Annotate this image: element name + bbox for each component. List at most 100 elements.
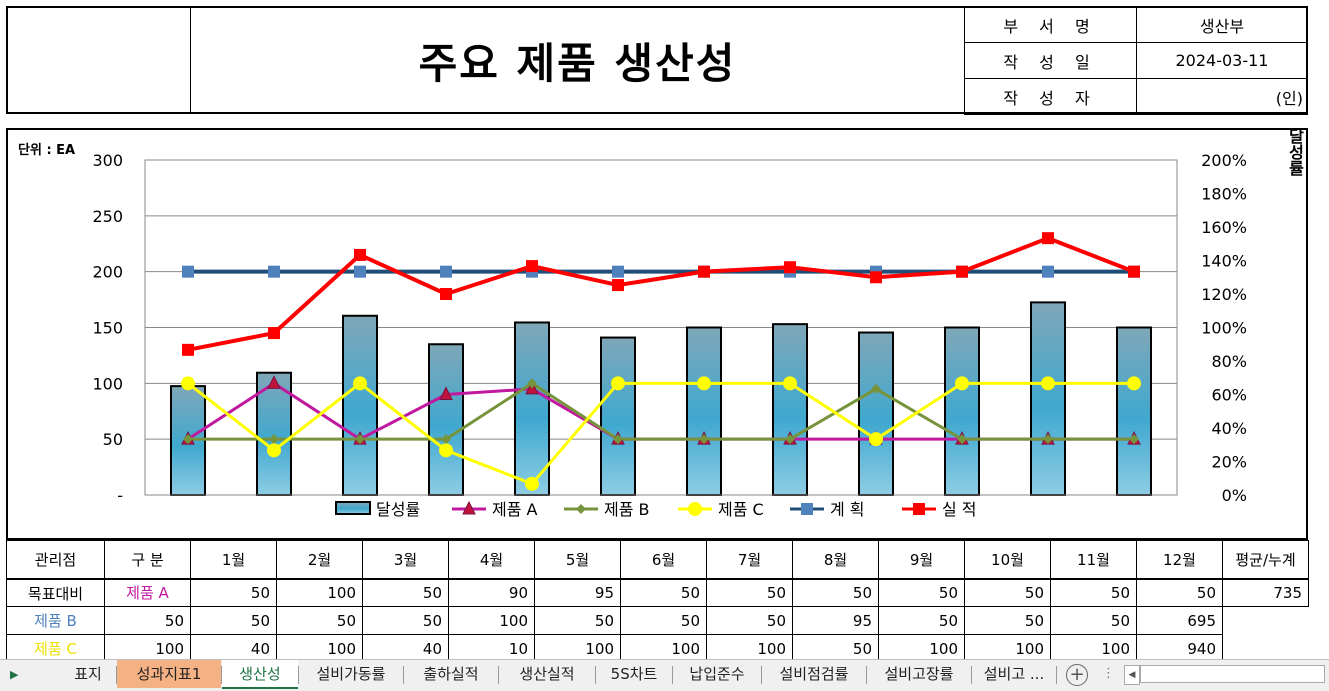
row-label[interactable]: 제품 A — [104, 578, 191, 607]
data-point[interactable] — [871, 383, 881, 394]
column-header[interactable]: 4월 — [448, 540, 535, 580]
production-chart[interactable]: 단위 : EA 달성률 300 250 200 150 100 50 - 200% 180% 16… — [8, 130, 1310, 542]
data-point[interactable] — [268, 327, 280, 340]
data-point[interactable] — [462, 500, 476, 515]
hscroll-left-icon[interactable]: ◀ — [1124, 665, 1140, 685]
table-cell[interactable]: 50 — [1050, 606, 1137, 635]
data-point[interactable] — [1043, 434, 1053, 445]
group-label[interactable]: 목표대비 — [6, 578, 105, 607]
sheet-tab[interactable]: 설비점검률 — [779, 665, 849, 683]
data-point[interactable] — [1041, 376, 1055, 391]
table-cell[interactable]: 735 — [1222, 578, 1309, 607]
data-point[interactable] — [688, 502, 702, 516]
table-cell[interactable]: 50 — [534, 606, 621, 635]
data-point[interactable] — [785, 434, 795, 445]
column-header[interactable]: 관리점 — [6, 540, 105, 580]
column-header[interactable]: 5월 — [534, 540, 621, 580]
table-cell[interactable]: 95 — [792, 606, 879, 635]
table-cell[interactable]: 50 — [276, 606, 363, 635]
table-cell[interactable]: 100 — [878, 634, 965, 663]
data-point[interactable] — [869, 432, 883, 447]
table-cell[interactable]: 50 — [706, 578, 793, 607]
column-header[interactable]: 2월 — [276, 540, 363, 580]
row-label[interactable]: 제품 B — [6, 606, 105, 635]
horizontal-scrollbar[interactable] — [1140, 665, 1325, 683]
data-point[interactable] — [1127, 376, 1141, 391]
info-value[interactable]: 2024-03-11 — [1136, 42, 1308, 79]
data-point[interactable] — [268, 265, 280, 278]
sheet-tab[interactable]: 납입준수 — [689, 665, 745, 683]
data-point[interactable] — [441, 434, 451, 445]
bar[interactable] — [686, 326, 722, 496]
table-cell[interactable]: 50 — [878, 578, 965, 607]
data-point[interactable] — [526, 260, 538, 273]
column-header[interactable]: 6월 — [620, 540, 707, 580]
tab-scroll-right-icon[interactable]: ▶ — [10, 668, 19, 681]
data-point[interactable] — [439, 443, 453, 458]
table-cell[interactable]: 50 — [1136, 578, 1223, 607]
table-cell[interactable]: 100 — [964, 634, 1051, 663]
page-title[interactable]: 주요 제품 생산성 — [418, 38, 737, 88]
info-label[interactable]: 작 성 일 — [964, 42, 1137, 79]
table-cell[interactable]: 90 — [448, 578, 535, 607]
table-cell[interactable]: 50 — [964, 606, 1051, 635]
column-header[interactable]: 12월 — [1136, 540, 1223, 580]
table-cell[interactable]: 10 — [448, 634, 535, 663]
table-cell[interactable]: 50 — [620, 606, 707, 635]
table-cell[interactable]: 50 — [104, 606, 191, 635]
bar[interactable] — [1116, 326, 1152, 496]
column-header[interactable]: 7월 — [706, 540, 793, 580]
chart-area[interactable]: 단위 : EA 달성률 300 250 200 150 100 50 - 200% 180% 16… — [6, 128, 1308, 540]
column-header[interactable]: 9월 — [878, 540, 965, 580]
sheet-tab[interactable]: 설비고 ... — [983, 665, 1045, 683]
series-line[interactable] — [187, 236, 1135, 352]
sheet-tab[interactable]: 성과지표1 — [117, 660, 221, 688]
table-cell[interactable]: 100 — [620, 634, 707, 663]
table-cell[interactable]: 100 — [276, 634, 363, 663]
bar[interactable] — [342, 314, 378, 496]
sheet-tab[interactable]: 설비고장률 — [884, 665, 954, 683]
data-point[interactable] — [353, 376, 367, 391]
data-point[interactable] — [440, 265, 452, 278]
table-cell[interactable]: 695 — [1136, 606, 1223, 635]
data-point[interactable] — [1042, 265, 1054, 278]
table-cell[interactable]: 50 — [706, 606, 793, 635]
info-label[interactable]: 부 서 명 — [964, 6, 1137, 43]
data-point[interactable] — [956, 265, 968, 278]
info-label[interactable]: 작 성 자 — [964, 78, 1137, 115]
data-point[interactable] — [1042, 232, 1054, 245]
data-point[interactable] — [267, 443, 281, 458]
table-cell[interactable]: 50 — [190, 606, 277, 635]
data-point[interactable] — [698, 265, 710, 278]
data-point[interactable] — [182, 265, 194, 278]
data-point[interactable] — [957, 434, 967, 445]
table-cell[interactable]: 50 — [878, 606, 965, 635]
table-cell[interactable]: 100 — [534, 634, 621, 663]
data-point[interactable] — [525, 476, 539, 491]
sheet-tab[interactable]: 생산성 — [222, 660, 298, 689]
bar[interactable] — [772, 323, 808, 496]
data-point[interactable] — [699, 434, 709, 445]
data-point[interactable] — [354, 248, 366, 261]
column-header[interactable]: 11월 — [1050, 540, 1137, 580]
column-header[interactable]: 1월 — [190, 540, 277, 580]
data-point[interactable] — [783, 376, 797, 391]
table-cell[interactable]: 50 — [964, 578, 1051, 607]
table-cell[interactable]: 100 — [104, 634, 191, 663]
data-point[interactable] — [576, 504, 586, 514]
bar[interactable] — [428, 343, 464, 496]
data-point[interactable] — [955, 376, 969, 391]
bar[interactable] — [1030, 301, 1066, 496]
table-cell[interactable]: 50 — [792, 578, 879, 607]
data-point[interactable] — [181, 376, 195, 391]
table-cell[interactable]: 50 — [620, 578, 707, 607]
column-header[interactable]: 10월 — [964, 540, 1051, 580]
bar[interactable] — [944, 326, 980, 496]
data-point[interactable] — [613, 434, 623, 445]
data-point[interactable] — [612, 265, 624, 278]
data-point[interactable] — [870, 271, 882, 284]
data-point[interactable] — [611, 376, 625, 391]
table-cell[interactable]: 50 — [362, 606, 449, 635]
sheet-tab[interactable]: 표지 — [74, 665, 102, 683]
data-point[interactable] — [267, 375, 281, 389]
